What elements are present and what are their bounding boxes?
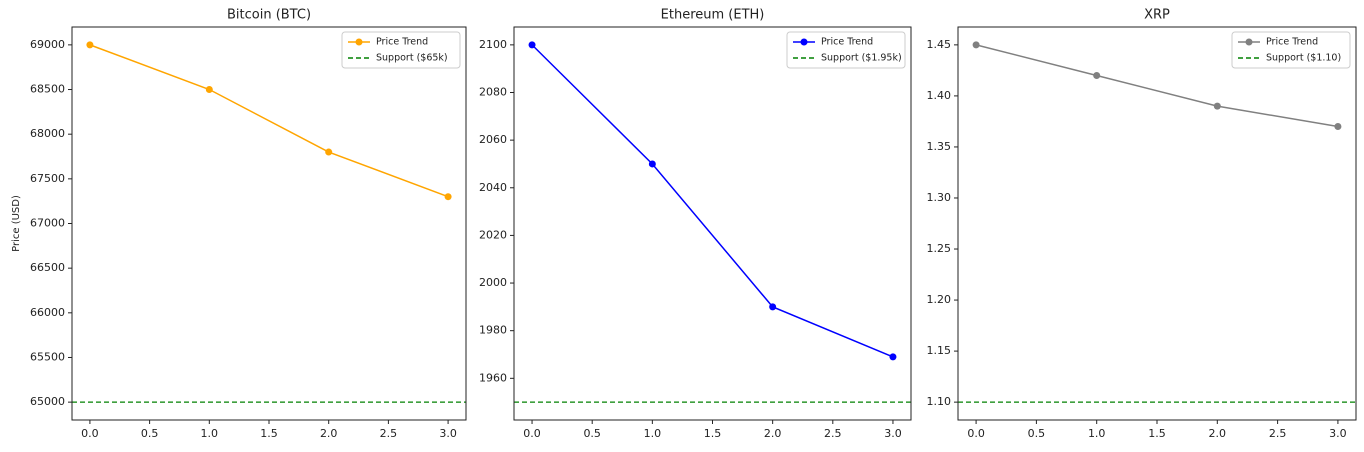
x-tick-label: 2.5 [380,427,398,440]
y-tick-label: 66000 [30,306,65,319]
price-marker [1334,123,1342,131]
x-tick-label: 1.5 [704,427,722,440]
legend-label: Support ($1.95k) [821,53,902,64]
price-marker [1093,71,1101,79]
plot-frame [957,26,1357,421]
legend-box [1231,31,1351,69]
x-tick-label: 2.0 [764,427,782,440]
price-line [975,44,1339,128]
y-tick-label: 1.40 [927,89,952,102]
price-marker [972,41,980,49]
legend-label: Price Trend [1266,37,1318,48]
legend-label: Price Trend [821,37,873,48]
price-marker [325,148,333,156]
y-tick-label: 2040 [479,181,507,194]
price-line [531,44,894,358]
x-tick-label: 0.0 [967,427,985,440]
y-tick-label: 2000 [479,276,507,289]
legend-marker [355,38,363,46]
x-tick-label: 2.5 [1269,427,1287,440]
y-tick-label: 65500 [30,350,65,363]
subplot: Ethereum (ETH) 1960 1980 2000 2020 2040 2060 20… [479,8,912,440]
y-tick-label: 1.10 [927,395,952,408]
y-axis-label: Price (USD) [11,195,22,252]
price-marker [648,160,656,168]
x-tick-label: 2.0 [320,427,338,440]
y-tick-label: 69000 [30,38,65,51]
legend-box [341,31,461,69]
price-marker [528,41,536,49]
y-tick-label: 1980 [479,324,507,337]
y-tick-label: 2080 [479,86,507,99]
price-marker [86,41,94,49]
legend-box [786,31,906,69]
y-tick-label: 1960 [479,371,507,384]
y-tick-label: 2020 [479,228,507,241]
y-tick-label: 2100 [479,38,507,51]
plot-frame [513,26,912,421]
price-marker [889,353,897,361]
subplot-title: XRP [1144,8,1170,23]
x-tick-label: 0.5 [141,427,159,440]
x-tick-label: 0.0 [523,427,541,440]
x-tick-label: 1.0 [1088,427,1106,440]
price-marker [1213,102,1221,110]
x-tick-label: 1.0 [201,427,219,440]
y-tick-label: 2060 [479,133,507,146]
price-marker [444,193,452,201]
x-tick-label: 1.5 [1148,427,1166,440]
x-tick-label: 1.5 [260,427,278,440]
y-tick-label: 66500 [30,261,65,274]
y-tick-label: 1.25 [927,242,952,255]
subplot: Bitcoin (BTC) Price (USD) 65000 65500 66000 6… [11,8,467,440]
x-tick-label: 1.0 [644,427,662,440]
subplot-title: Ethereum (ETH) [661,8,765,23]
y-tick-label: 68000 [30,127,65,140]
y-tick-label: 68500 [30,83,65,96]
price-marker [769,303,777,311]
x-tick-label: 2.5 [824,427,842,440]
x-tick-label: 2.0 [1209,427,1227,440]
y-tick-label: 67500 [30,172,65,185]
x-tick-label: 3.0 [884,427,902,440]
legend-marker [800,38,808,46]
price-line [89,44,449,198]
x-tick-label: 3.0 [1329,427,1347,440]
price-marker [205,86,213,94]
legend-label: Support ($1.10) [1266,53,1341,64]
y-tick-label: 67000 [30,217,65,230]
y-tick-label: 1.15 [927,344,952,357]
y-tick-label: 1.45 [927,38,952,51]
subplot-title: Bitcoin (BTC) [227,8,311,23]
x-tick-label: 0.0 [81,427,99,440]
legend-marker [1245,38,1253,46]
legend-label: Price Trend [376,37,428,48]
x-tick-label: 0.5 [1028,427,1046,440]
plot-frame [71,26,467,421]
x-tick-label: 0.5 [583,427,601,440]
y-tick-label: 1.35 [927,140,952,153]
y-tick-label: 65000 [30,395,65,408]
y-tick-label: 1.30 [927,191,952,204]
x-tick-label: 3.0 [439,427,457,440]
subplot: XRP 1.10 1.15 1.20 1.25 1.30 1.35 1.40 1.45 0.0 0.… [927,8,1357,440]
legend-label: Support ($65k) [376,53,448,64]
y-tick-label: 1.20 [927,293,952,306]
